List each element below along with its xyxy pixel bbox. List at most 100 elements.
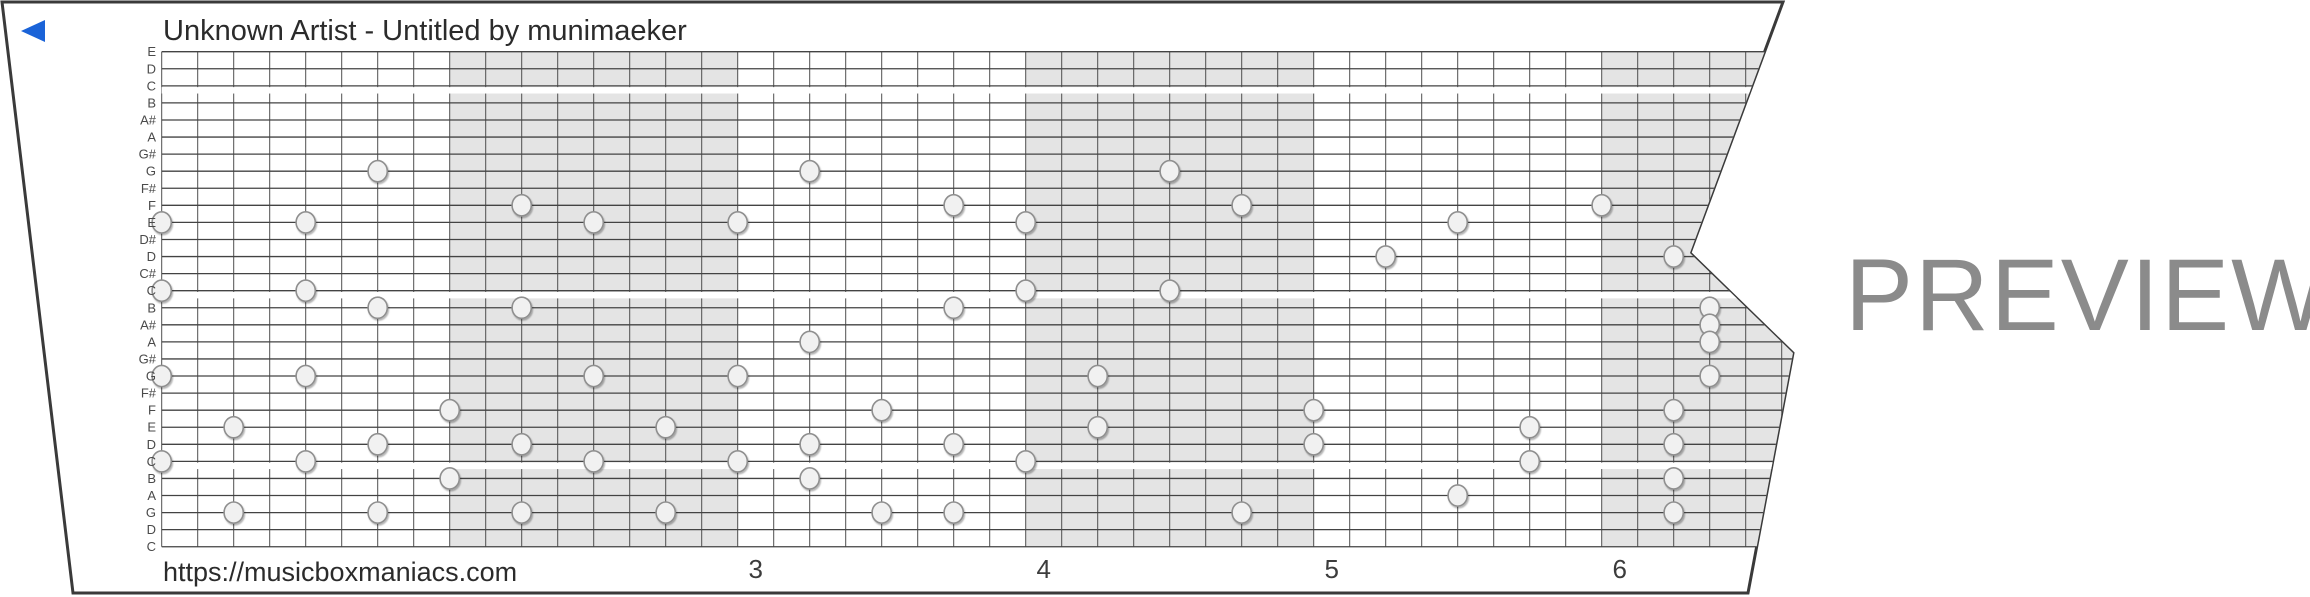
measure-number: 5 xyxy=(1324,554,1338,584)
note-dot-e xyxy=(655,415,677,439)
note-dot-c xyxy=(1015,279,1037,303)
note-dot-g xyxy=(367,501,389,524)
row-label: C xyxy=(147,283,156,298)
row-label: D xyxy=(147,437,156,452)
row-label: B xyxy=(147,95,156,110)
note-dot-e xyxy=(295,210,317,234)
row-label: F# xyxy=(141,181,157,196)
note-dot-f xyxy=(439,398,461,422)
note-dot-d xyxy=(367,432,389,456)
measure-number: 3 xyxy=(748,554,762,584)
note-dot-b xyxy=(439,467,461,490)
note-dot-g xyxy=(1087,364,1109,388)
note-lines xyxy=(161,51,1793,548)
note-dot-b xyxy=(511,296,533,320)
note-dot-f xyxy=(871,398,893,422)
row-label: C xyxy=(147,539,156,554)
note-dot-e xyxy=(1519,415,1541,439)
note-dot-g xyxy=(655,501,677,524)
measure-numbers: 3 4 5 6 xyxy=(748,554,1626,584)
note-dot-a xyxy=(1447,484,1469,507)
note-dot-g xyxy=(1699,364,1721,388)
row-label: G xyxy=(146,164,156,179)
note-dot-g xyxy=(1231,501,1253,524)
row-label: F# xyxy=(141,386,157,401)
note-dots xyxy=(151,159,1721,524)
note-dot-e xyxy=(583,210,605,234)
note-dot-g xyxy=(583,364,605,388)
row-label: A xyxy=(147,488,156,503)
note-dot-g xyxy=(943,501,965,524)
note-dot-b xyxy=(1663,467,1685,490)
note-dot-e xyxy=(1015,210,1037,234)
note-dot-c xyxy=(1015,449,1037,473)
measure-number: 6 xyxy=(1612,554,1626,584)
measure-number: 4 xyxy=(1036,554,1050,584)
row-label: D# xyxy=(139,232,156,247)
note-dot-d xyxy=(943,432,965,456)
row-label: D xyxy=(147,249,156,264)
note-dot-g xyxy=(295,364,317,388)
note-dot-e xyxy=(1447,210,1469,234)
note-dot-c xyxy=(727,449,749,473)
note-dot-g xyxy=(151,364,173,388)
row-label: G xyxy=(146,369,156,384)
row-label: E xyxy=(147,44,156,59)
row-label: G xyxy=(146,505,156,520)
row-label: C# xyxy=(139,266,156,281)
note-dot-g xyxy=(367,159,389,183)
row-label: F xyxy=(148,198,156,213)
row-label: A# xyxy=(140,112,157,127)
note-dot-d xyxy=(799,432,821,456)
note-dot-d xyxy=(1303,432,1325,456)
note-dot-c xyxy=(151,279,173,303)
octave-separators xyxy=(161,87,1793,470)
strip-title: Unknown Artist - Untitled by munimaeker xyxy=(163,15,687,47)
note-dot-g xyxy=(1663,501,1685,524)
note-dot-b xyxy=(799,467,821,490)
note-dot-f xyxy=(1231,193,1253,217)
note-dot-f xyxy=(1663,398,1685,422)
note-dot-b xyxy=(943,296,965,320)
note-dot-d xyxy=(1663,245,1685,268)
note-dot-a xyxy=(1699,330,1721,354)
note-dot-e xyxy=(1087,415,1109,439)
note-dot-d xyxy=(511,432,533,456)
octave-separator xyxy=(161,291,1793,299)
note-dot-c xyxy=(295,279,317,303)
row-label: F xyxy=(148,403,156,418)
note-dot-g xyxy=(223,501,245,524)
note-dot-g xyxy=(727,364,749,388)
preview-watermark: PREVIEW xyxy=(1845,238,2310,352)
row-label: A xyxy=(147,130,156,145)
strip-url: https://musicboxmaniacs.com xyxy=(163,557,517,587)
play-marker-icon xyxy=(21,20,45,42)
note-dot-e xyxy=(223,415,245,439)
note-dot-d xyxy=(1375,245,1397,268)
row-label: E xyxy=(147,215,156,230)
row-label: D xyxy=(147,61,156,76)
note-dot-c xyxy=(1519,449,1541,473)
row-label: C xyxy=(147,454,156,469)
row-label: C xyxy=(147,78,156,93)
row-label: G# xyxy=(139,147,157,162)
row-label: E xyxy=(147,420,156,435)
note-dot-g xyxy=(799,159,821,183)
octave-separator xyxy=(161,87,1793,94)
note-dot-f xyxy=(1303,398,1325,422)
note-dot-e xyxy=(727,210,749,234)
row-label: B xyxy=(147,300,156,315)
note-dot-c xyxy=(1159,279,1181,303)
row-label: A# xyxy=(140,317,157,332)
note-dot-f xyxy=(511,193,533,217)
note-dot-e xyxy=(151,210,173,234)
note-dot-g xyxy=(511,501,533,524)
note-dot-g xyxy=(1159,159,1181,183)
row-label: D xyxy=(147,522,156,537)
note-dot-c xyxy=(583,449,605,473)
row-label: G# xyxy=(139,351,157,366)
note-dot-c xyxy=(295,449,317,473)
row-label: B xyxy=(147,471,156,486)
